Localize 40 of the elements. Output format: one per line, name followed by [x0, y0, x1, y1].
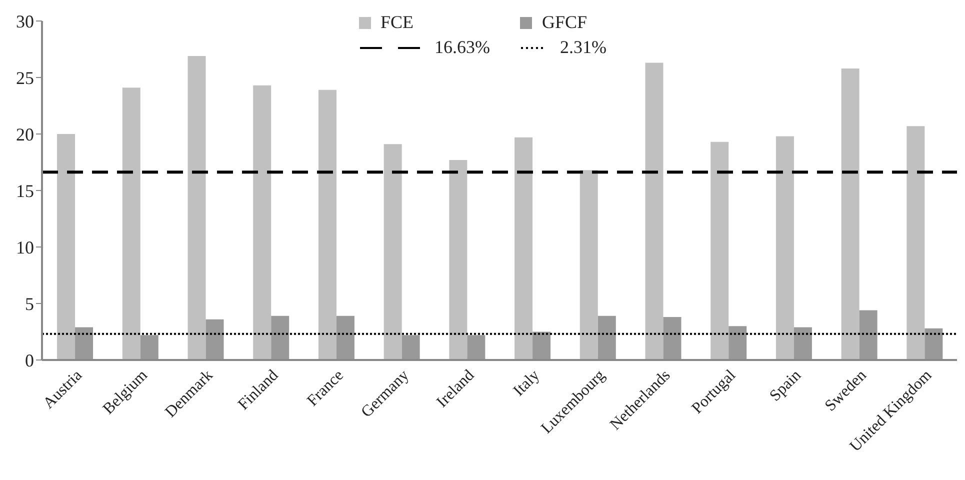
bar: [188, 56, 206, 360]
bar: [580, 170, 598, 360]
y-tick-label: 10: [16, 237, 34, 258]
bar: [794, 327, 812, 360]
bar: [728, 326, 747, 360]
bar: [906, 126, 925, 360]
bar: [532, 332, 551, 360]
y-tick-label: 5: [25, 294, 34, 314]
y-tick-label: 30: [16, 11, 34, 32]
bar: [253, 85, 272, 360]
bar: [514, 137, 533, 360]
bar: [710, 142, 729, 360]
bar: [75, 327, 94, 360]
y-tick-label: 0: [25, 350, 34, 370]
bar: [122, 88, 140, 360]
bar: [663, 317, 682, 360]
bar: [271, 316, 290, 360]
bar: [318, 90, 336, 360]
bar: [598, 316, 616, 360]
bar: [467, 335, 486, 360]
bar: [140, 335, 158, 360]
bar: [57, 134, 76, 360]
bar: [924, 328, 943, 360]
y-tick-label: 25: [16, 68, 34, 88]
legend-label: GFCF: [542, 12, 588, 33]
legend-label: 16.63%: [434, 37, 490, 58]
legend-label: FCE: [380, 12, 414, 33]
bar: [859, 310, 878, 360]
bar: [645, 62, 664, 360]
bar: [841, 68, 860, 360]
y-tick-label: 15: [16, 180, 34, 201]
y-tick-label: 20: [16, 124, 34, 144]
bar: [336, 316, 354, 360]
bar: [776, 136, 794, 360]
bar: [402, 335, 420, 360]
legend-label: 2.31%: [560, 37, 606, 58]
bar: [449, 160, 468, 360]
bar: [384, 144, 402, 360]
x-tick-label: Italy: [510, 366, 544, 400]
bar: [206, 319, 224, 360]
